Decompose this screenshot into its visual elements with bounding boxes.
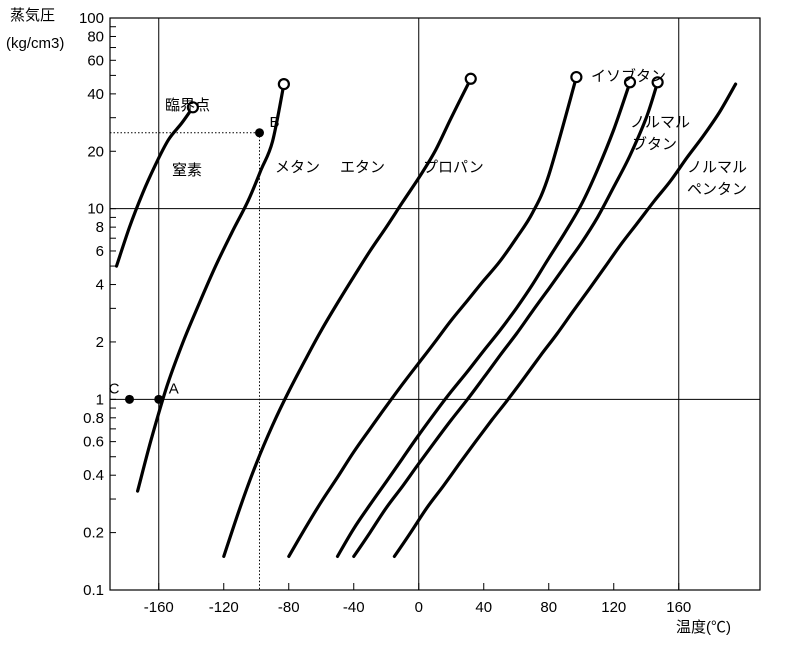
x-tick-label: -80 xyxy=(278,599,300,616)
series-line-propane xyxy=(287,75,578,558)
critical-point-propane xyxy=(570,70,583,84)
y-tick-label: 0.8 xyxy=(83,410,104,427)
series-line-ethane xyxy=(222,77,473,558)
critical-point-isobutane xyxy=(623,76,637,89)
x-tick-label: -160 xyxy=(144,599,174,616)
critical-point-markers xyxy=(186,70,664,114)
point-c xyxy=(125,394,134,404)
y-tick-label: 2 xyxy=(96,334,104,351)
y-tick-label: 80 xyxy=(87,28,104,45)
x-axis-title: 温度(℃) xyxy=(676,619,731,636)
axis-ticks xyxy=(110,26,680,591)
x-tick-labels: -160 -120 -80 -40 0 40 80 120 160 xyxy=(144,599,692,616)
series-label-isobutane: イソブタン xyxy=(591,67,666,85)
y-tick-label: 0.2 xyxy=(83,525,104,542)
series-label-nitrogen: 窒素 xyxy=(172,161,202,179)
series-label-n-pentane: ノルマルペンタン xyxy=(687,159,747,198)
point-a xyxy=(154,394,164,404)
x-tick-label: 80 xyxy=(540,599,557,616)
series-curves xyxy=(114,75,738,558)
y-tick-label: 100 xyxy=(79,10,104,27)
y-tick-label: 0.6 xyxy=(83,434,104,451)
y-tick-label: 0.1 xyxy=(83,582,104,599)
x-tick-label: 40 xyxy=(475,599,492,616)
series-label-methane: メタン xyxy=(275,159,320,176)
critical-point-n-butane xyxy=(651,76,664,89)
x-tick-label: 0 xyxy=(415,599,423,616)
critical-point-ethane xyxy=(464,72,477,85)
y-tick-label: 1 xyxy=(96,391,104,408)
y-tick-label: 0.4 xyxy=(83,467,104,484)
y-tick-label: 60 xyxy=(87,52,104,69)
gridlines xyxy=(110,18,760,590)
y-tick-label: 20 xyxy=(87,143,104,160)
y-tick-label: 6 xyxy=(96,243,104,260)
critical-point-methane xyxy=(277,78,290,91)
labeled-points: A B C xyxy=(109,114,280,404)
series-line-nitrogen xyxy=(114,105,195,268)
series-line-n-butane xyxy=(352,80,660,558)
x-tick-label: 160 xyxy=(666,599,691,616)
series-label-ethane: エタン xyxy=(340,159,385,176)
point-label-b: B xyxy=(270,114,280,131)
critical-point-nitrogen xyxy=(186,101,199,114)
x-tick-label: -120 xyxy=(209,599,239,616)
point-label-a: A xyxy=(169,380,179,397)
y-tick-label: 10 xyxy=(87,201,104,218)
y-tick-label: 4 xyxy=(96,277,104,294)
series-line-isobutane xyxy=(335,80,632,558)
plot-frame xyxy=(109,17,761,591)
x-tick-label: 120 xyxy=(601,599,626,616)
series-line-n-pentane xyxy=(392,82,738,558)
y-tick-label: 8 xyxy=(96,219,104,236)
point-label-c: C xyxy=(109,380,120,397)
guide-lines xyxy=(110,132,260,590)
y-axis-unit: (kg/cm3) xyxy=(6,35,64,52)
series-label-propane: プロパン xyxy=(423,159,484,176)
y-axis-title: 蒸気圧 xyxy=(10,7,55,24)
x-tick-label: -40 xyxy=(343,599,365,616)
point-b xyxy=(255,128,264,138)
critical-point-label: 臨界点 xyxy=(165,97,210,114)
series-line-methane xyxy=(136,82,286,493)
y-tick-label: 40 xyxy=(87,86,104,103)
series-label-n-butane: ノルマルブタン xyxy=(630,114,690,153)
